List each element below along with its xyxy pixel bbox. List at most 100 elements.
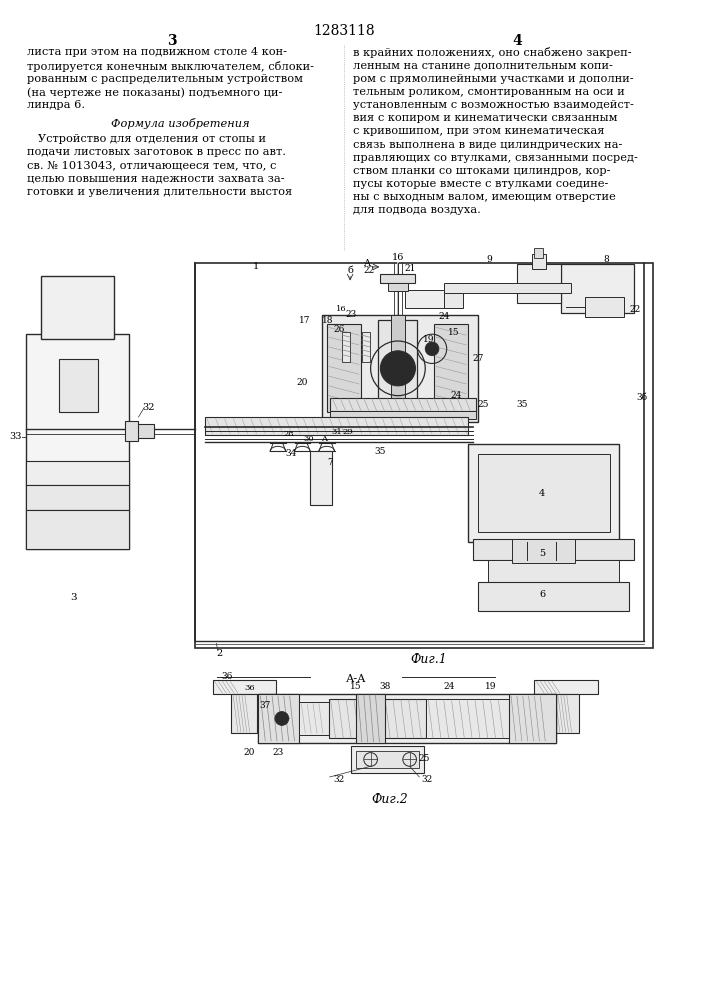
Bar — [391, 315, 404, 427]
Text: ром с прямолинейными участками и дополни-: ром с прямолинейными участками и дополни… — [353, 74, 633, 84]
Bar — [213, 680, 276, 694]
Bar — [534, 680, 598, 694]
Bar — [329, 699, 426, 738]
Bar — [300, 702, 329, 735]
Text: 16: 16 — [392, 253, 404, 262]
Text: 32: 32 — [334, 775, 345, 784]
Bar — [585, 297, 624, 317]
Bar — [327, 324, 361, 412]
Text: 23: 23 — [346, 310, 357, 319]
Bar — [444, 283, 571, 293]
Circle shape — [380, 351, 416, 386]
Text: 32: 32 — [421, 775, 433, 784]
Bar — [351, 746, 424, 773]
Text: 3б: 3б — [636, 393, 648, 402]
Text: 28: 28 — [284, 430, 294, 438]
Bar — [473, 539, 634, 560]
Text: рованным с распределительным устройством: рованным с распределительным устройством — [28, 74, 303, 84]
Text: 20: 20 — [297, 378, 308, 387]
Text: 38: 38 — [380, 682, 391, 691]
Text: 32: 32 — [142, 403, 155, 412]
Bar — [356, 751, 419, 768]
Text: 19: 19 — [485, 682, 496, 691]
Text: 25: 25 — [419, 754, 430, 763]
Text: ны с выходным валом, имеющим отверстие: ны с выходным валом, имеющим отверстие — [353, 192, 616, 202]
Bar — [478, 582, 629, 611]
Text: готовки и увеличения длительности выстоя: готовки и увеличения длительности выстоя — [28, 187, 293, 197]
Bar — [41, 276, 114, 339]
Bar — [444, 293, 463, 308]
Text: (на чертеже не показаны) подъемного ци-: (на чертеже не показаны) подъемного ци- — [28, 87, 283, 98]
Text: 19: 19 — [423, 335, 435, 344]
Bar — [509, 694, 556, 743]
Bar — [478, 454, 609, 532]
Text: 9: 9 — [486, 255, 493, 264]
Text: 15: 15 — [350, 682, 362, 691]
Text: 23: 23 — [272, 748, 284, 757]
Text: 36: 36 — [221, 672, 233, 681]
Bar — [231, 694, 257, 733]
Bar — [26, 461, 129, 485]
Text: 35: 35 — [516, 400, 527, 409]
Text: 3: 3 — [70, 593, 76, 602]
Bar — [329, 398, 476, 411]
Text: 25: 25 — [477, 400, 489, 409]
Text: 2: 2 — [216, 649, 223, 658]
Text: тельным роликом, смонтированным на оси и: тельным роликом, смонтированным на оси и — [353, 87, 625, 97]
Text: вия с копиром и кинематически связанным: вия с копиром и кинематически связанным — [353, 113, 617, 123]
Text: Фиг.2: Фиг.2 — [372, 793, 409, 806]
Text: правляющих со втулками, связанными посред-: правляющих со втулками, связанными посре… — [353, 153, 638, 163]
Text: 24: 24 — [451, 391, 462, 400]
Text: 26: 26 — [334, 325, 345, 334]
Text: листа при этом на подвижном столе 4 кон-: листа при этом на подвижном столе 4 кон- — [28, 47, 287, 57]
Bar — [356, 694, 385, 743]
Bar — [517, 264, 561, 303]
Text: 35: 35 — [375, 447, 386, 456]
Text: 5: 5 — [539, 549, 545, 558]
Bar — [26, 485, 129, 510]
Bar — [512, 539, 575, 563]
Bar — [532, 254, 547, 269]
Text: 22: 22 — [363, 266, 374, 275]
Bar — [434, 324, 468, 412]
Text: A: A — [363, 259, 370, 268]
Text: 16: 16 — [336, 305, 346, 313]
Text: 1: 1 — [252, 262, 259, 271]
Bar — [561, 264, 634, 313]
Text: 1283118: 1283118 — [313, 24, 375, 38]
Text: в крайних положениях, оно снабжено закреп-: в крайних положениях, оно снабжено закре… — [353, 47, 631, 58]
Text: 24: 24 — [438, 312, 450, 321]
Text: 6: 6 — [539, 590, 545, 599]
Bar — [26, 334, 129, 549]
Bar — [136, 424, 154, 438]
Bar — [404, 290, 444, 308]
Text: подачи листовых заготовок в пресс по авт.: подачи листовых заготовок в пресс по авт… — [28, 147, 286, 157]
Text: 15: 15 — [448, 328, 460, 337]
Text: 17: 17 — [298, 316, 310, 325]
Bar — [259, 694, 300, 743]
Text: Формула изобретения: Формула изобретения — [111, 118, 250, 129]
Bar — [534, 248, 543, 258]
Bar — [362, 332, 370, 362]
Bar — [310, 451, 332, 505]
Text: тролируется конечным выключателем, сблоки-: тролируется конечным выключателем, сблок… — [28, 61, 315, 72]
Text: 7: 7 — [327, 458, 332, 467]
Text: 3: 3 — [167, 34, 177, 48]
Bar — [205, 417, 468, 435]
Text: Устройство для отделения от стопы и: Устройство для отделения от стопы и — [28, 134, 267, 144]
Bar — [468, 444, 619, 542]
Text: Фиг.1: Фиг.1 — [411, 653, 448, 666]
Text: А-А: А-А — [346, 674, 366, 684]
Text: св. № 1013043, отличающееся тем, что, с: св. № 1013043, отличающееся тем, что, с — [28, 161, 276, 171]
Bar — [259, 694, 556, 743]
Circle shape — [425, 342, 439, 356]
Circle shape — [389, 360, 407, 377]
Text: 37: 37 — [259, 701, 271, 710]
Text: A: A — [321, 435, 327, 443]
Text: 33: 33 — [9, 432, 21, 441]
Bar — [125, 421, 139, 441]
Text: 22: 22 — [629, 305, 641, 314]
Bar — [388, 283, 408, 291]
Text: б: б — [347, 266, 353, 275]
Text: 4: 4 — [539, 489, 545, 498]
